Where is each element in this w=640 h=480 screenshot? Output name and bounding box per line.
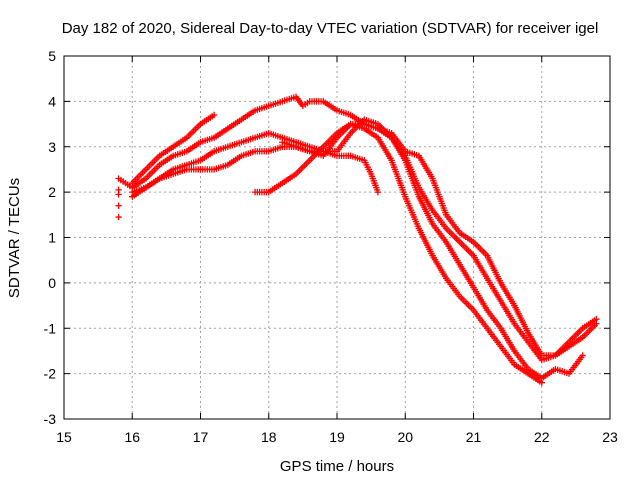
data-point	[210, 111, 218, 119]
data-point	[538, 379, 545, 386]
y-tick-label: 1	[48, 230, 56, 246]
data-point	[374, 188, 382, 196]
x-tick-label: 21	[466, 429, 482, 445]
y-axis-label: SDTVAR / TECUs	[6, 178, 23, 298]
data-marks	[115, 93, 600, 386]
y-tick-label: 0	[48, 275, 56, 291]
y-tick-label: 5	[48, 48, 56, 64]
y-tick-label: -2	[44, 366, 57, 382]
x-tick-label: 22	[534, 429, 550, 445]
x-tick-label: 23	[602, 429, 618, 445]
x-tick-label: 19	[329, 429, 345, 445]
data-point	[115, 202, 122, 209]
y-tick-label: 3	[48, 139, 56, 155]
y-tick-label: 4	[48, 93, 56, 109]
x-tick-label: 18	[261, 429, 277, 445]
x-axis-label: GPS time / hours	[280, 458, 394, 475]
data-point	[593, 320, 600, 327]
x-tick-label: 20	[397, 429, 413, 445]
y-tick-label: 2	[48, 184, 56, 200]
y-tick-label: -1	[44, 320, 57, 336]
data-point	[115, 213, 122, 221]
y-tick-label: -3	[44, 411, 57, 427]
x-tick-label: 15	[56, 429, 72, 445]
data-point	[579, 352, 586, 359]
series-track-6	[279, 120, 545, 386]
grid-lines	[64, 56, 610, 419]
data-point	[115, 191, 122, 198]
series-start-points	[115, 186, 122, 221]
x-tick-label: 17	[193, 429, 209, 445]
x-tick-label: 16	[124, 429, 140, 445]
chart-title: Day 182 of 2020, Sidereal Day-to-day VTE…	[62, 20, 599, 37]
series-track-5	[251, 120, 586, 382]
series-track-4	[129, 111, 218, 187]
